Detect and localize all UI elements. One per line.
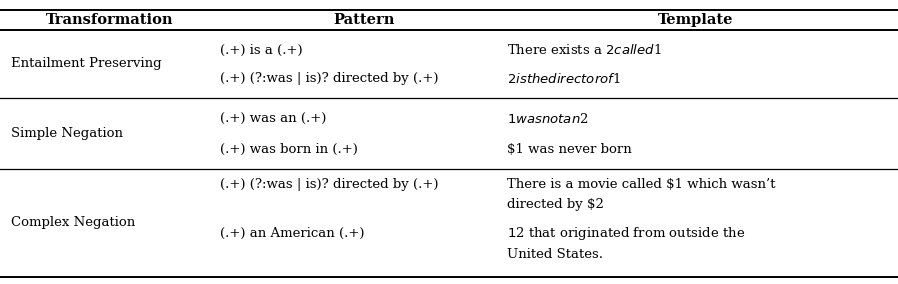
Text: Simple Negation: Simple Negation [11, 127, 123, 140]
Text: There exists a $2 called $1: There exists a $2 called $1 [507, 43, 662, 57]
Text: (.+) (?:was | is)? directed by (.+): (.+) (?:was | is)? directed by (.+) [220, 178, 438, 191]
Text: Transformation: Transformation [46, 13, 173, 27]
Text: (.+) is a (.+): (.+) is a (.+) [220, 44, 303, 57]
Text: Template: Template [658, 13, 734, 27]
Text: Pattern: Pattern [333, 13, 394, 27]
Text: $1 was never born: $1 was never born [507, 143, 632, 156]
Text: United States.: United States. [507, 248, 603, 261]
Text: $1  $2 that originated from outside the: $1 $2 that originated from outside the [507, 225, 745, 242]
Text: $1 was not an $2: $1 was not an $2 [507, 112, 589, 126]
Text: (.+) was an (.+): (.+) was an (.+) [220, 113, 326, 126]
Text: directed by $2: directed by $2 [507, 198, 604, 211]
Text: (.+) an American (.+): (.+) an American (.+) [220, 227, 365, 240]
Text: (.+) was born in (.+): (.+) was born in (.+) [220, 143, 358, 156]
Text: Entailment Preserving: Entailment Preserving [11, 57, 162, 70]
Text: Complex Negation: Complex Negation [11, 216, 135, 229]
Text: $2 is the director of $1: $2 is the director of $1 [507, 72, 621, 86]
Text: There is a movie called $1 which wasn’t: There is a movie called $1 which wasn’t [507, 178, 776, 191]
Text: (.+) (?:was | is)? directed by (.+): (.+) (?:was | is)? directed by (.+) [220, 72, 438, 85]
